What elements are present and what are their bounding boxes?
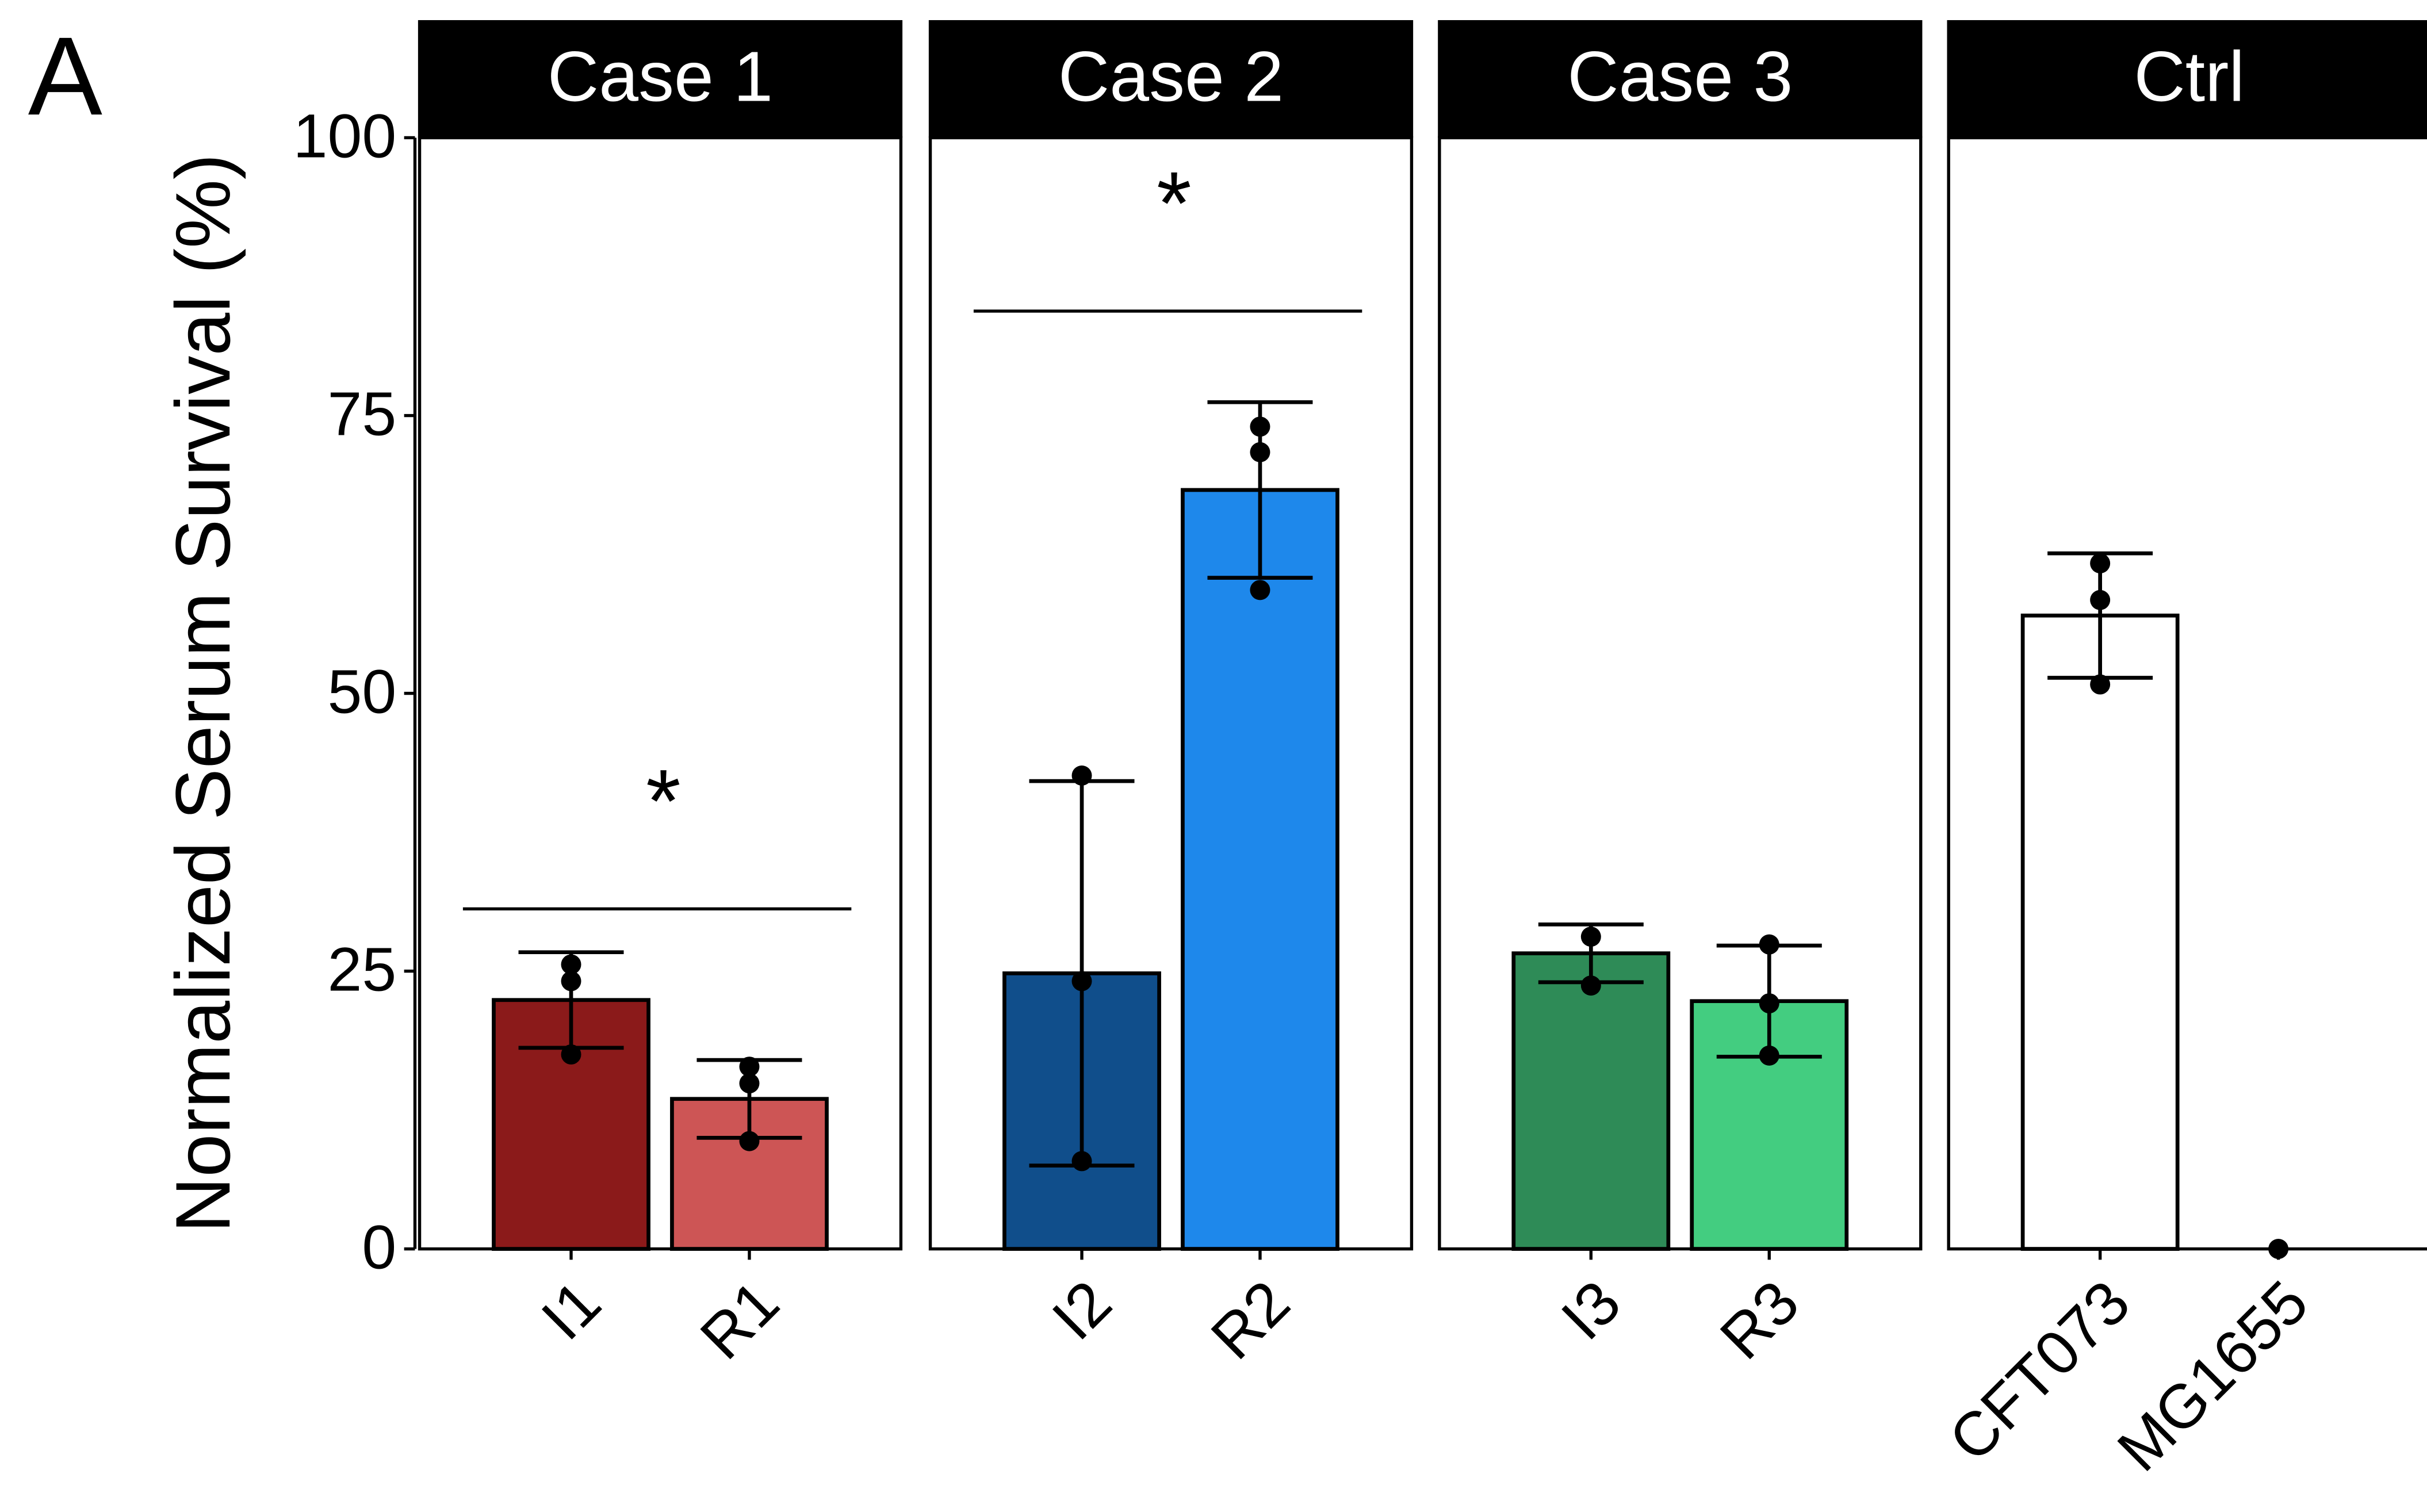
data-point bbox=[2090, 553, 2111, 573]
y-tick-label: 75 bbox=[327, 379, 396, 448]
x-tick-label: CFT073 bbox=[1936, 1268, 2143, 1475]
data-point bbox=[1759, 1045, 1779, 1066]
strip-label: Case 2 bbox=[1058, 37, 1284, 116]
x-tick-label: I1 bbox=[529, 1268, 614, 1353]
panel-border bbox=[1947, 136, 2427, 1251]
data-point bbox=[2090, 590, 2111, 610]
significance-label: * bbox=[646, 752, 681, 852]
data-point bbox=[561, 1044, 581, 1065]
data-point bbox=[1071, 1151, 1092, 1172]
significance-label: * bbox=[1157, 154, 1192, 254]
strip-label: Case 3 bbox=[1567, 37, 1793, 116]
data-point bbox=[1071, 971, 1092, 992]
bar bbox=[2020, 613, 2180, 1251]
strip bbox=[418, 20, 903, 138]
data-point bbox=[1250, 416, 1270, 437]
panel-border bbox=[1438, 136, 1923, 1251]
strip bbox=[1438, 20, 1923, 138]
data-point bbox=[739, 1131, 760, 1151]
y-tick-label: 50 bbox=[327, 657, 396, 726]
strip bbox=[1947, 20, 2427, 138]
data-point bbox=[561, 954, 581, 975]
data-point bbox=[1580, 927, 1601, 947]
data-point bbox=[1759, 934, 1779, 955]
x-tick-label: I2 bbox=[1039, 1268, 1124, 1353]
x-tick-label: R3 bbox=[1707, 1268, 1812, 1372]
data-point bbox=[1250, 442, 1270, 462]
x-tick-label: R1 bbox=[687, 1268, 792, 1372]
y-tick-label: 25 bbox=[327, 935, 396, 1004]
data-point bbox=[739, 1073, 760, 1094]
data-point bbox=[1071, 765, 1092, 786]
x-tick-label: I3 bbox=[1548, 1268, 1633, 1353]
panel-border bbox=[418, 136, 903, 1251]
y-tick-label: 0 bbox=[362, 1212, 396, 1281]
bar bbox=[1181, 488, 1339, 1251]
panel-label: A bbox=[28, 14, 102, 139]
data-point bbox=[1580, 975, 1601, 996]
data-point bbox=[1250, 580, 1270, 600]
strip-label: Ctrl bbox=[2134, 37, 2244, 116]
data-point bbox=[2090, 674, 2111, 695]
data-point bbox=[561, 971, 581, 992]
x-tick-label: MG1655 bbox=[2104, 1268, 2321, 1484]
y-axis-label: Normalized Serum Survival (%) bbox=[159, 154, 246, 1232]
x-tick-label: R2 bbox=[1198, 1268, 1303, 1372]
bar bbox=[1511, 951, 1671, 1251]
y-tick-label: 100 bbox=[293, 101, 397, 170]
strip bbox=[928, 20, 1414, 138]
data-point bbox=[1759, 993, 1779, 1014]
strip-label: Case 1 bbox=[548, 37, 773, 116]
data-point bbox=[739, 1057, 760, 1077]
panel-border bbox=[928, 136, 1414, 1251]
